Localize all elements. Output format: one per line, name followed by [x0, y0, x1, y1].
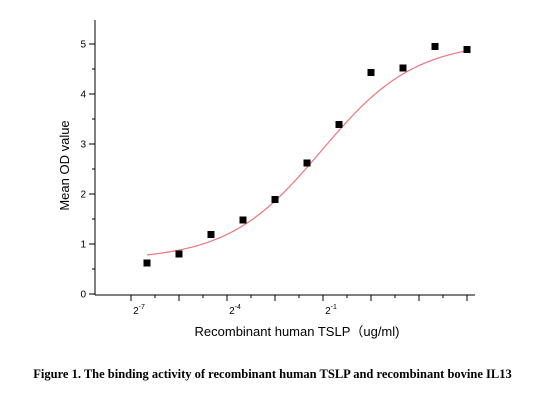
y-tick-label: 5: [80, 40, 86, 51]
y-axis-title: Mean OD value: [57, 120, 72, 210]
axis-labels: 0 1 2 3 4 5 2-7 2-4 2-1 Mean OD value Recombinant …: [57, 40, 399, 340]
data-point: [239, 216, 247, 224]
data-points: [143, 43, 471, 267]
y-tick-label: 2: [80, 190, 86, 201]
y-tick-label: 3: [80, 140, 86, 151]
data-point: [367, 69, 375, 76]
data-point: [431, 43, 439, 50]
fit-curve-layer: [146, 50, 468, 256]
figure-caption: Figure 1. The binding activity of recomb…: [33, 367, 512, 381]
data-point: [175, 250, 183, 258]
fit-curve: [146, 50, 468, 256]
x-tick-label: 2-1: [325, 304, 337, 317]
y-tick-label: 1: [80, 240, 86, 251]
axes: [89, 20, 475, 301]
y-tick-label: 4: [80, 90, 86, 101]
x-tick-label: 2-4: [229, 304, 241, 317]
y-tick-label: 0: [80, 290, 86, 301]
data-point: [335, 121, 343, 128]
data-point: [303, 159, 311, 167]
data-point: [463, 46, 471, 53]
data-point: [271, 196, 279, 203]
data-point: [399, 64, 407, 72]
data-point: [143, 259, 151, 267]
data-point: [207, 231, 215, 238]
x-axis-title: Recombinant human TSLP（ug/ml): [195, 324, 400, 339]
x-tick-label: 2-7: [133, 304, 145, 317]
